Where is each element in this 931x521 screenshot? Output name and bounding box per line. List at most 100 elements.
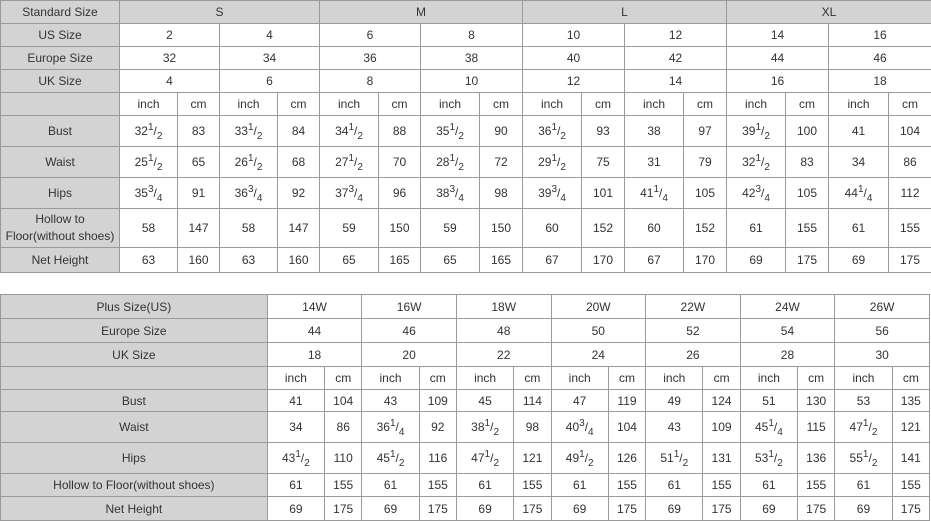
us-size-cell: 2 — [120, 24, 220, 47]
europe-size-label: Europe Size — [1, 47, 120, 70]
uk-size-cell: 14 — [625, 70, 727, 93]
europe-size-cell: 32 — [120, 47, 220, 70]
europe-size-cell: 46 — [362, 319, 457, 343]
cm-value-cell: 93 — [582, 116, 625, 147]
inch-value-cell: 61 — [456, 474, 513, 497]
unit-label-blank — [1, 367, 268, 390]
measurement-label: Net Height — [1, 248, 120, 273]
cm-value-cell: 126 — [608, 443, 645, 474]
europe-size-cell: 52 — [646, 319, 741, 343]
plus-size-cell: 14W — [267, 295, 362, 319]
inch-value-cell: 281/2 — [421, 147, 480, 178]
inch-value-cell: 251/2 — [120, 147, 178, 178]
unit-inch: inch — [835, 367, 892, 390]
inch-value-cell: 60 — [625, 209, 684, 248]
inch-value-cell: 351/2 — [421, 116, 480, 147]
cm-value-cell: 152 — [684, 209, 727, 248]
unit-cm: cm — [798, 367, 835, 390]
cm-value-cell: 91 — [178, 178, 220, 209]
inch-value-cell: 67 — [523, 248, 582, 273]
cm-value-cell: 88 — [379, 116, 421, 147]
cm-value-cell: 150 — [480, 209, 523, 248]
inch-value-cell: 43 — [646, 412, 703, 443]
cm-value-cell: 105 — [786, 178, 829, 209]
inch-value-cell: 381/2 — [456, 412, 513, 443]
inch-value-cell: 69 — [829, 248, 889, 273]
inch-value-cell: 69 — [551, 497, 608, 521]
measurement-label: Hollow to Floor(without shoes) — [1, 209, 120, 248]
us-size-cell: 10 — [523, 24, 625, 47]
inch-value-cell: 393/4 — [523, 178, 582, 209]
inch-value-cell: 41 — [267, 390, 324, 412]
inch-value-cell: 60 — [523, 209, 582, 248]
cm-value-cell: 104 — [608, 412, 645, 443]
unit-cm: cm — [703, 367, 740, 390]
inch-value-cell: 69 — [727, 248, 786, 273]
cm-value-cell: 175 — [786, 248, 829, 273]
unit-cm: cm — [892, 367, 929, 390]
cm-value-cell: 109 — [419, 390, 456, 412]
europe-size-cell: 50 — [551, 319, 646, 343]
europe-size-cell: 48 — [456, 319, 551, 343]
unit-inch: inch — [421, 93, 480, 116]
measurement-label: Hollow to Floor(without shoes) — [1, 474, 268, 497]
cm-value-cell: 116 — [419, 443, 456, 474]
inch-value-cell: 43 — [362, 390, 419, 412]
unit-cm: cm — [278, 93, 320, 116]
unit-cm: cm — [178, 93, 220, 116]
cm-value-cell: 175 — [419, 497, 456, 521]
cm-value-cell: 112 — [889, 178, 931, 209]
inch-value-cell: 69 — [362, 497, 419, 521]
inch-value-cell: 63 — [120, 248, 178, 273]
unit-inch: inch — [120, 93, 178, 116]
cm-value-cell: 170 — [582, 248, 625, 273]
cm-value-cell: 135 — [892, 390, 929, 412]
cm-value-cell: 155 — [608, 474, 645, 497]
us-size-cell: 16 — [829, 24, 931, 47]
unit-inch: inch — [646, 367, 703, 390]
cm-value-cell: 152 — [582, 209, 625, 248]
cm-value-cell: 175 — [892, 497, 929, 521]
cm-value-cell: 147 — [178, 209, 220, 248]
inch-value-cell: 511/2 — [646, 443, 703, 474]
cm-value-cell: 165 — [379, 248, 421, 273]
cm-value-cell: 147 — [278, 209, 320, 248]
inch-value-cell: 431/2 — [267, 443, 324, 474]
cm-value-cell: 101 — [582, 178, 625, 209]
cm-value-cell: 97 — [684, 116, 727, 147]
europe-size-cell: 34 — [220, 47, 320, 70]
inch-value-cell: 58 — [120, 209, 178, 248]
europe-size-label: Europe Size — [1, 319, 268, 343]
uk-size-cell: 22 — [456, 343, 551, 367]
cm-value-cell: 141 — [892, 443, 929, 474]
size-group-s: S — [120, 1, 320, 24]
cm-value-cell: 86 — [325, 412, 362, 443]
unit-cm: cm — [325, 367, 362, 390]
cm-value-cell: 84 — [278, 116, 320, 147]
inch-value-cell: 34 — [267, 412, 324, 443]
inch-value-cell: 49 — [646, 390, 703, 412]
uk-size-label: UK Size — [1, 343, 268, 367]
unit-cm: cm — [480, 93, 523, 116]
cm-value-cell: 124 — [703, 390, 740, 412]
europe-size-cell: 54 — [740, 319, 835, 343]
us-size-cell: 8 — [421, 24, 523, 47]
inch-value-cell: 451/4 — [740, 412, 797, 443]
inch-value-cell: 59 — [320, 209, 379, 248]
unit-inch: inch — [456, 367, 513, 390]
inch-value-cell: 65 — [320, 248, 379, 273]
uk-size-label: UK Size — [1, 70, 120, 93]
cm-value-cell: 175 — [889, 248, 931, 273]
cm-value-cell: 160 — [178, 248, 220, 273]
inch-value-cell: 261/2 — [220, 147, 278, 178]
plus-size-cell: 24W — [740, 295, 835, 319]
